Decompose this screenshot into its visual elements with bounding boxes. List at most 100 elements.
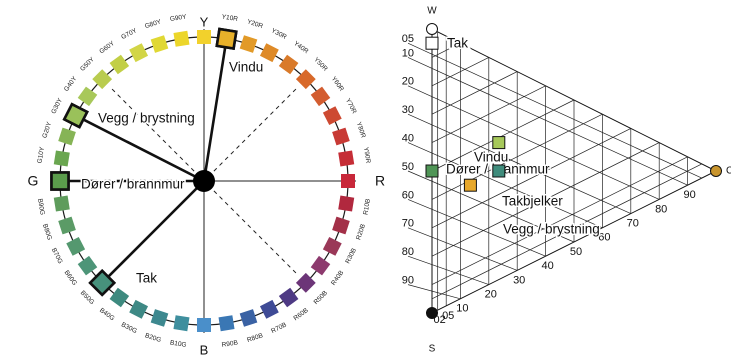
ncs-colour-triangle: 0510203040506070809002051020304050607080… bbox=[402, 6, 731, 355]
blackness-label-05: 05 bbox=[402, 33, 414, 45]
hue-label-b20g: B20G bbox=[144, 332, 162, 344]
hue-swatch-g60y bbox=[109, 54, 130, 75]
hue-label-g80y: G80Y bbox=[144, 18, 163, 30]
hue-swatch-g20y bbox=[58, 127, 76, 146]
hue-label-r80b: R80B bbox=[246, 332, 264, 344]
sample-label-takbjelker: Takbjelker bbox=[502, 194, 563, 209]
hue-label-b30g: B30G bbox=[120, 321, 138, 335]
blackness-line bbox=[407, 255, 489, 285]
blackness-label-60: 60 bbox=[402, 189, 414, 201]
pole-label-left: G bbox=[28, 173, 39, 189]
highlighted-swatch-y10r bbox=[215, 27, 238, 50]
blackness-label-20: 20 bbox=[402, 76, 414, 88]
hue-swatch-g10y bbox=[53, 150, 70, 167]
hue-swatch-r bbox=[341, 174, 355, 188]
sample-label-vindu: Vindu bbox=[229, 60, 263, 75]
blackness-line bbox=[407, 142, 603, 229]
blackness-line bbox=[407, 57, 688, 186]
blackness-line bbox=[407, 113, 631, 214]
hue-label-b10g: B10G bbox=[169, 339, 187, 349]
hue-label-r60b: R60B bbox=[292, 307, 309, 322]
vertex-label-white: W bbox=[427, 6, 437, 17]
hue-label-g70y: G70Y bbox=[120, 27, 139, 41]
hue-label-r50b: R50B bbox=[313, 290, 329, 306]
hue-label-g90y: G90Y bbox=[169, 13, 187, 23]
hue-label-b60g: B60G bbox=[63, 269, 78, 287]
hue-label-b70g: B70G bbox=[50, 247, 64, 265]
pole-label-top: Y bbox=[200, 14, 209, 29]
hue-swatch-y60r bbox=[310, 86, 331, 107]
hue-label-y10r: Y10R bbox=[221, 14, 238, 24]
hue-swatch-g50y bbox=[92, 69, 113, 90]
black-vertex-marker bbox=[426, 307, 438, 319]
hue-swatch-b bbox=[197, 318, 211, 332]
chromaticness-label-50: 50 bbox=[570, 246, 582, 258]
chromaticness-label-30: 30 bbox=[513, 274, 525, 286]
hue-swatch-r50b bbox=[295, 272, 316, 293]
hue-swatch-b40g bbox=[109, 287, 130, 308]
whiteness-line bbox=[431, 156, 688, 285]
hue-label-g20y: G20Y bbox=[41, 120, 53, 139]
centre-black-point bbox=[193, 170, 215, 192]
hue-swatch-b80g bbox=[58, 216, 76, 235]
hue-swatch-b60g bbox=[77, 255, 98, 276]
blackness-line bbox=[407, 284, 461, 300]
hue-swatch-y80r bbox=[332, 127, 350, 146]
hue-label-y30r: Y30R bbox=[270, 27, 288, 41]
hue-swatch-b30g bbox=[129, 299, 149, 319]
highlighted-swatch-g30y bbox=[62, 102, 89, 129]
hue-label-y70r: Y70R bbox=[344, 97, 358, 115]
sample-label-vegg-brystning: Vegg / brystning bbox=[503, 222, 600, 237]
sample-swatch-vindu bbox=[463, 178, 477, 192]
chromaticness-label-40: 40 bbox=[541, 260, 553, 272]
whiteness-line bbox=[431, 128, 631, 229]
pole-label-right: R bbox=[375, 173, 385, 189]
hue-swatch-r80b bbox=[239, 309, 258, 327]
white-vertex-marker bbox=[426, 23, 438, 35]
hue-swatch-b90g bbox=[53, 195, 70, 212]
chromaticness-label-60: 60 bbox=[598, 232, 610, 244]
hue-label-y40r: Y40R bbox=[292, 40, 310, 55]
vertex-label-chromatic: C bbox=[726, 166, 731, 177]
hue-label-y50r: Y50R bbox=[312, 56, 329, 73]
hue-swatch-y20r bbox=[239, 35, 258, 53]
whiteness-line bbox=[431, 42, 461, 58]
hue-label-b80g: B80G bbox=[41, 223, 53, 241]
chromaticness-label-02: 02 bbox=[434, 314, 446, 326]
hue-label-y80r: Y80R bbox=[355, 121, 367, 139]
hue-swatch-b70g bbox=[66, 236, 86, 256]
blackness-label-10: 10 bbox=[402, 47, 414, 59]
whiteness-line bbox=[431, 57, 489, 87]
chromaticness-label-80: 80 bbox=[655, 203, 667, 215]
sample-label-tak: Tak bbox=[136, 271, 157, 286]
sample-pointer-g30y bbox=[83, 118, 205, 183]
sample-label-vegg-brystning: Vegg / brystning bbox=[98, 111, 195, 126]
blackness-line bbox=[407, 199, 546, 257]
chromatic-vertex-marker bbox=[710, 165, 722, 177]
blackness-line bbox=[407, 42, 702, 179]
hue-swatch-y50r bbox=[295, 69, 316, 90]
hue-swatch-g90y bbox=[173, 30, 190, 47]
hue-label-r70b: R70B bbox=[270, 321, 288, 335]
hue-label-r90b: R90B bbox=[221, 339, 238, 348]
whiteness-line bbox=[431, 163, 702, 300]
whiteness-line bbox=[431, 142, 660, 257]
blackness-line bbox=[407, 85, 660, 200]
hue-label-y20r: Y20R bbox=[246, 18, 264, 30]
hue-swatch-y bbox=[197, 30, 211, 44]
hue-label-g10y: G10Y bbox=[36, 146, 46, 164]
hue-swatch-y90r bbox=[338, 150, 355, 167]
hue-label-b50g: B50G bbox=[79, 289, 96, 306]
hue-label-b90g: B90G bbox=[36, 198, 46, 216]
blackness-label-30: 30 bbox=[402, 104, 414, 116]
chromaticness-label-20: 20 bbox=[485, 289, 497, 301]
sample-swatch-tak bbox=[425, 36, 439, 50]
blackness-label-50: 50 bbox=[402, 161, 414, 173]
hue-swatch-b10g bbox=[173, 315, 190, 332]
sample-swatch-takbjelker bbox=[492, 164, 506, 178]
hue-swatch-r90b bbox=[218, 315, 235, 332]
whiteness-line bbox=[431, 99, 575, 172]
chromaticness-label-10: 10 bbox=[456, 303, 468, 315]
hue-label-g50y: G50Y bbox=[79, 56, 96, 73]
